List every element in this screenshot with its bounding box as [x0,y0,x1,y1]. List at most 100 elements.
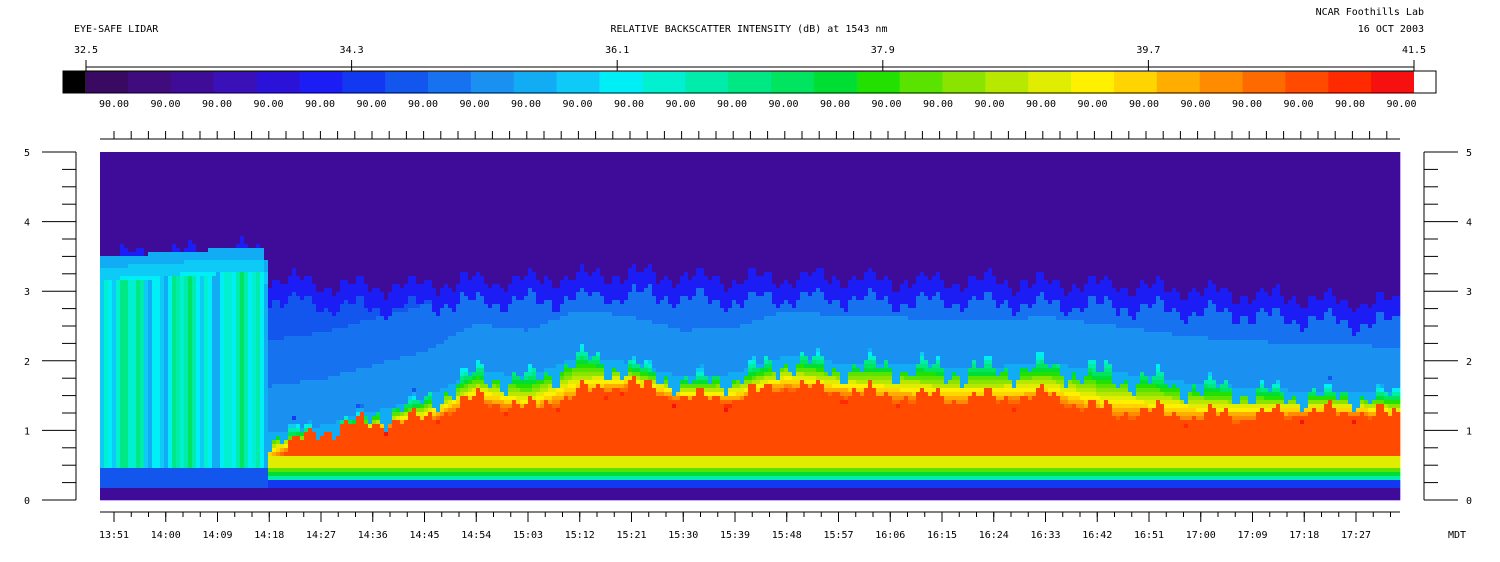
heatmap-cell [204,456,209,461]
heatmap-cell [260,256,265,261]
heatmap-cell [148,284,153,289]
heatmap-cell [120,492,125,497]
heatmap-cell [168,276,173,281]
heatmap-cell [308,416,313,421]
heatmap-cell [228,420,233,425]
heatmap-cell [152,260,157,265]
heatmap-cell [244,396,249,401]
heatmap-cell [168,236,173,241]
heatmap-cell [208,488,213,493]
heatmap-cell [168,208,173,213]
heatmap-cell [168,232,173,237]
heatmap-cell [236,436,241,441]
heatmap-cell [128,368,133,373]
heatmap-cell [292,460,297,465]
heatmap-cell [240,332,245,337]
heatmap-cell [116,468,121,473]
heatmap-cell [304,416,309,421]
heatmap-cell [252,360,257,365]
heatmap-cell [100,372,105,377]
heatmap-cell [272,320,277,325]
heatmap-cell [220,420,225,425]
heatmap-cell [136,460,141,465]
heatmap-cell [108,264,113,269]
heatmap-cell [196,484,201,489]
heatmap-cell [116,256,121,261]
heatmap-cell [108,224,113,229]
heatmap-cell [208,380,213,385]
heatmap-cell [216,460,221,465]
heatmap-cell [244,392,249,397]
heatmap-cell [112,424,117,429]
heatmap-cell [144,416,149,421]
heatmap-cell [176,204,181,209]
heatmap-cell [320,284,325,289]
heatmap-cell [132,472,137,477]
heatmap-cell [144,276,149,281]
heatmap-cell [220,280,225,285]
heatmap-cell [176,304,181,309]
heatmap-cell [124,224,129,229]
colorbar-swatch [556,71,601,93]
heatmap-cell [144,260,149,265]
heatmap-cell [288,244,293,249]
heatmap-cell [128,324,133,329]
heatmap-cell [168,364,173,369]
heatmap-cell [216,328,221,333]
heatmap-cell [116,188,121,193]
heatmap-cell [316,416,321,421]
heatmap-cell [120,348,125,353]
heatmap-cell [260,264,265,269]
heatmap-cell [208,372,213,377]
heatmap-cell [212,220,217,225]
heatmap-cell [308,428,313,433]
heatmap-cell [176,152,181,157]
heatmap-cell [216,164,221,169]
heatmap-cell [200,368,205,373]
heatmap-cell [200,384,205,389]
heatmap-cell [316,368,321,373]
heatmap-cell [112,444,117,449]
heatmap-cell [276,304,281,309]
heatmap-cell [312,280,317,285]
heatmap-cell [272,152,277,157]
heatmap-cell [144,380,149,385]
heatmap-cell [256,172,261,177]
heatmap-cell [308,192,313,197]
heatmap-cell [184,264,189,269]
heatmap-cell [120,292,125,297]
heatmap-cell [148,272,153,277]
heatmap-cell [300,308,305,313]
heatmap-cell [104,164,109,169]
heatmap-cell [180,236,185,241]
heatmap-cell [308,412,313,417]
heatmap-cell [132,152,137,157]
heatmap-cell [240,300,245,305]
heatmap-cell [236,496,241,501]
heatmap-cell [172,348,177,353]
heatmap-cell [176,456,181,461]
heatmap-cell [292,396,297,401]
heatmap-cell [120,456,125,461]
heatmap-cell [300,284,305,289]
heatmap-cell [216,380,221,385]
heatmap-cell [176,232,181,237]
heatmap-cell [276,460,281,465]
heatmap-cell [176,388,181,393]
heatmap-cell [168,488,173,493]
heatmap-cell [244,268,249,273]
heatmap-cell [172,388,177,393]
heatmap-cell [248,436,253,441]
heatmap-cell [152,364,157,369]
heatmap-cell [120,164,125,169]
heatmap-cell [256,276,261,281]
heatmap-cell [188,252,193,257]
heatmap-cell [268,340,273,345]
heatmap-cell [184,416,189,421]
heatmap-cell [108,316,113,321]
colorbar-tick-label: 41.5 [1402,45,1426,56]
heatmap-cell [172,280,177,285]
heatmap-cell [148,260,153,265]
heatmap-cell [144,176,149,181]
heatmap-cell [104,168,109,173]
